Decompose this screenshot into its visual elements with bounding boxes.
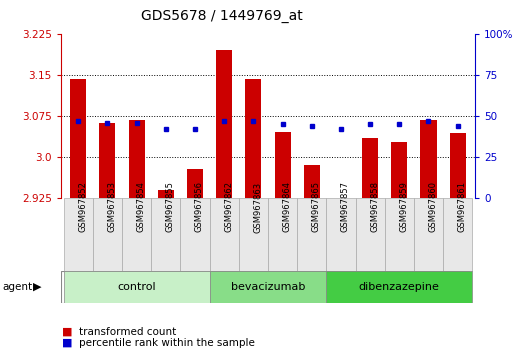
Bar (275, 132, 290, 198)
FancyBboxPatch shape (414, 198, 443, 271)
Text: GSM967853: GSM967853 (107, 182, 116, 233)
FancyBboxPatch shape (181, 198, 210, 271)
Text: agent: agent (3, 282, 33, 292)
FancyBboxPatch shape (443, 198, 472, 271)
Text: percentile rank within the sample: percentile rank within the sample (79, 338, 255, 348)
Text: control: control (117, 282, 156, 292)
Text: GSM967852: GSM967852 (78, 182, 87, 232)
Text: GSM967861: GSM967861 (458, 182, 467, 233)
Bar (158, 190, 174, 198)
Bar (70, 79, 86, 198)
Text: GSM967859: GSM967859 (399, 182, 408, 232)
FancyBboxPatch shape (151, 198, 181, 271)
FancyBboxPatch shape (93, 198, 122, 271)
Text: GSM967862: GSM967862 (224, 182, 233, 233)
Bar (450, 133, 466, 198)
Bar (99, 122, 116, 198)
FancyBboxPatch shape (210, 198, 239, 271)
Bar (391, 142, 407, 198)
Text: GSM967855: GSM967855 (166, 182, 175, 232)
FancyBboxPatch shape (326, 271, 472, 303)
FancyBboxPatch shape (64, 198, 93, 271)
Bar (129, 120, 145, 198)
Text: bevacizumab: bevacizumab (231, 282, 305, 292)
FancyBboxPatch shape (210, 271, 326, 303)
FancyBboxPatch shape (268, 198, 297, 271)
FancyBboxPatch shape (64, 271, 210, 303)
FancyBboxPatch shape (385, 198, 414, 271)
Bar (362, 138, 378, 198)
FancyBboxPatch shape (297, 198, 326, 271)
Bar (420, 120, 437, 198)
Text: GSM967858: GSM967858 (370, 182, 379, 233)
Text: GSM967854: GSM967854 (137, 182, 146, 232)
Text: GSM967863: GSM967863 (253, 181, 262, 233)
Bar (333, 198, 349, 209)
Text: ▶: ▶ (33, 282, 41, 292)
Text: GSM967857: GSM967857 (341, 182, 350, 233)
Text: GSM967865: GSM967865 (312, 182, 320, 233)
Bar (216, 50, 232, 198)
Text: GSM967856: GSM967856 (195, 182, 204, 233)
FancyBboxPatch shape (239, 198, 268, 271)
Text: ■: ■ (62, 327, 73, 337)
FancyBboxPatch shape (326, 198, 355, 271)
Text: dibenzazepine: dibenzazepine (359, 282, 440, 292)
Text: transformed count: transformed count (79, 327, 176, 337)
Bar (304, 165, 320, 198)
FancyBboxPatch shape (355, 198, 385, 271)
Bar (246, 79, 261, 198)
Text: ■: ■ (62, 338, 73, 348)
Text: GDS5678 / 1449769_at: GDS5678 / 1449769_at (141, 9, 303, 23)
FancyBboxPatch shape (122, 198, 151, 271)
Text: GSM967860: GSM967860 (429, 182, 438, 233)
Text: GSM967864: GSM967864 (282, 182, 291, 233)
Bar (187, 169, 203, 198)
